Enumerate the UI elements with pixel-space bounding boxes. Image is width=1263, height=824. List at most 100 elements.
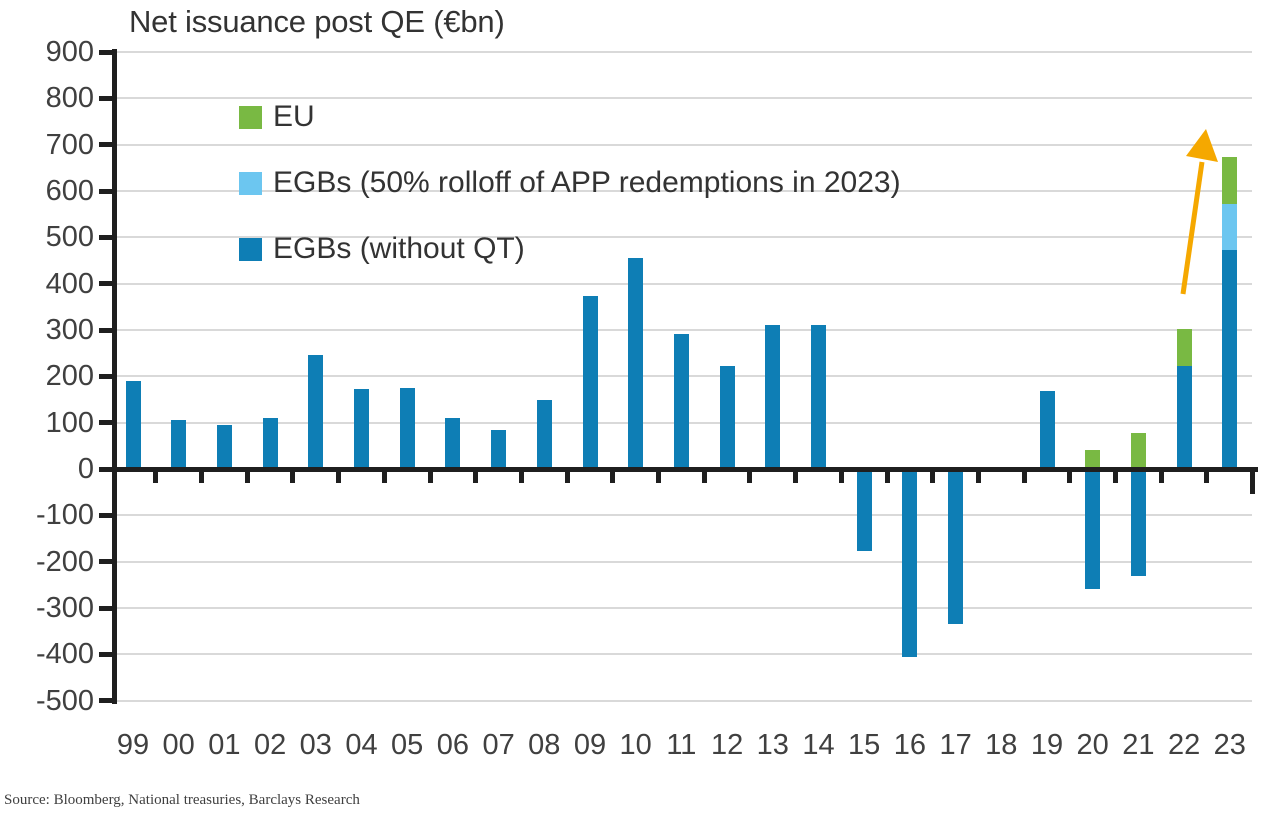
x-axis-tick [336,471,342,483]
y-axis-label: 400 [45,267,94,300]
x-axis-label: 12 [710,729,744,761]
x-axis-label: 15 [848,729,881,761]
legend-item: EGBs (without QT) [239,216,901,282]
y-axis-tick [99,512,115,518]
bar-segment-egb [1039,391,1055,469]
legend-swatch-app [239,171,262,195]
y-axis-label: 800 [45,82,94,115]
y-axis-tick [99,605,115,611]
bar-segment-egb [171,420,187,469]
gridline [113,699,1252,702]
bar-segment-egb [628,258,644,469]
bar-segment-egb [1085,469,1101,589]
x-axis-label: 23 [1213,729,1246,761]
x-axis-tick [1204,471,1210,483]
bar-segment-egb [1130,469,1146,576]
gridline [113,653,1252,656]
legend-label: EU [273,100,315,133]
legend-swatch-eu [239,105,262,129]
x-axis-tick [518,471,524,483]
legend-swatch-egb [239,237,262,261]
x-axis-tick [838,471,844,483]
x-axis-tick [793,471,799,483]
y-axis-tick [99,559,115,565]
y-axis-tick [99,95,115,101]
bar-segment-egb [582,296,598,469]
y-axis-label: 200 [45,360,94,393]
y-axis-tick [99,651,115,657]
legend-label: EGBs (50% rolloff of APP redemptions in … [273,166,901,199]
gridline [113,236,1252,239]
x-axis-tick [290,471,296,483]
x-axis-tick [427,471,433,483]
x-axis-label: 02 [253,729,287,761]
x-axis-tick [884,471,890,483]
bar-segment-egb [765,325,781,469]
x-axis-label: 13 [756,729,789,761]
bar-segment-eu [1176,329,1192,367]
y-axis-tick [99,49,115,55]
bar-segment-app [1222,203,1238,250]
gridline [113,329,1252,331]
bar-segment-egb [856,469,872,552]
x-axis-end-tick [1250,471,1255,494]
bar-segment-egb [536,399,552,469]
bar-segment-eu [1130,432,1146,469]
y-axis-tick [99,281,115,287]
bar-segment-egb [399,387,415,469]
x-axis-tick [1113,471,1119,483]
x-axis-label: 18 [985,729,1018,761]
bar-segment-eu [1222,157,1238,204]
legend: EU EGBs (50% rolloff of APP redemptions i… [239,84,901,282]
x-axis-tick [747,471,753,483]
x-axis-label: 21 [1122,729,1155,761]
x-axis-label: 14 [802,729,835,761]
y-axis-label: 300 [45,314,94,346]
gridline [113,51,1252,53]
x-axis-label: 01 [208,729,241,761]
bar-segment-egb [354,389,369,469]
y-axis-label: 100 [45,406,94,439]
y-axis-label: 900 [45,36,94,68]
legend-item: EGBs (50% rolloff of APP redemptions in … [239,150,901,216]
y-axis-tick [99,234,115,240]
y-axis-label: 600 [45,175,94,207]
bar-segment-egb [308,355,324,469]
x-axis-label: 99 [116,729,150,761]
x-axis-label: 17 [939,729,972,761]
x-axis-tick [564,471,570,483]
y-axis-label: -500 [35,684,94,717]
x-axis-label: 19 [1030,729,1064,761]
x-axis-label: 09 [573,729,607,761]
x-axis-label: 22 [1167,729,1201,761]
x-axis-label: 08 [528,729,561,761]
y-axis-label: -200 [35,545,94,578]
gridline [113,560,1252,563]
y-axis-tick [99,142,115,148]
x-axis-label: 11 [666,729,697,761]
x-axis-label: 06 [436,729,470,761]
bar-segment-egb [902,469,918,657]
legend-label: EGBs (without QT) [273,232,525,265]
x-axis-label: 20 [1076,729,1109,761]
y-axis-tick [99,327,115,333]
x-axis-label: 03 [299,729,332,761]
gridline [113,190,1252,192]
x-axis-tick [199,471,205,483]
bar-segment-egb [491,429,507,469]
y-axis-label: 500 [45,221,94,254]
y-axis-label: 700 [45,128,94,161]
chart-title: Net issuance post QE (€bn) [129,4,505,39]
bar-segment-eu [1085,450,1101,469]
x-axis-tick [1067,471,1073,483]
x-axis-tick [656,471,662,483]
legend-item: EU [239,84,901,150]
y-axis-label: 0 [77,453,94,485]
x-axis-tick [381,471,387,483]
gridline [113,514,1252,517]
bar-segment-egb [1222,249,1238,469]
bar-segment-egb [445,418,461,469]
y-axis-tick [99,420,115,426]
y-axis [112,49,117,704]
